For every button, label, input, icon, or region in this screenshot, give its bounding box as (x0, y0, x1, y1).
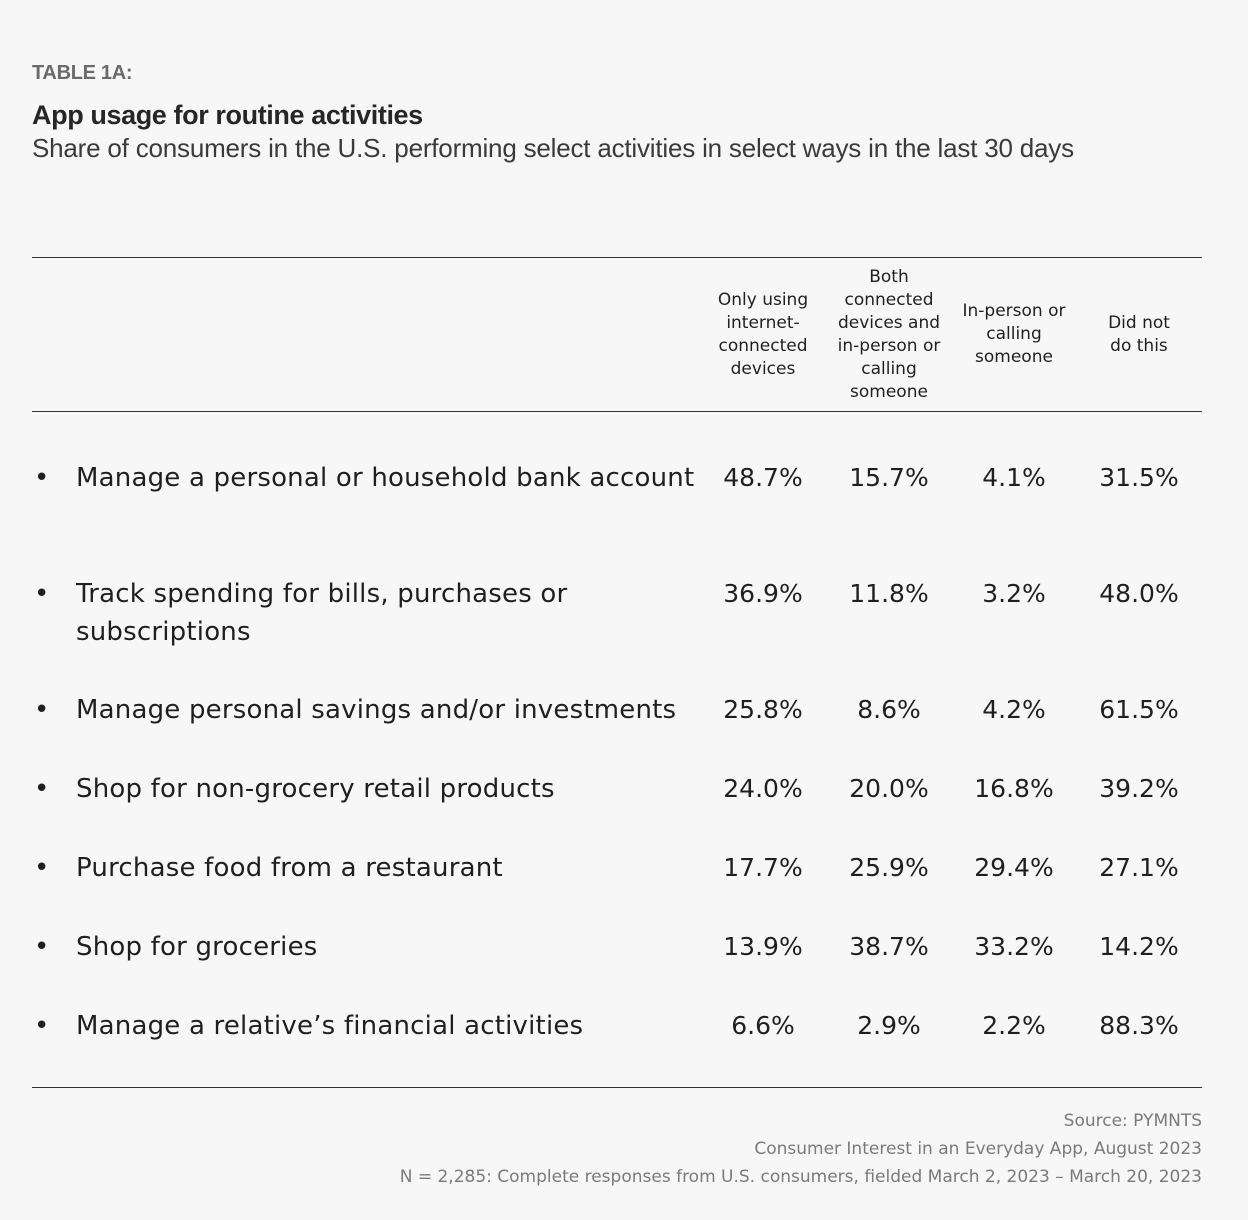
value-cell: 20.0% (849, 774, 929, 803)
value-cell: 88.3% (1099, 1011, 1179, 1040)
column-header-line: Did not (1108, 312, 1170, 333)
header-divider (32, 411, 1202, 412)
value-cell: 25.9% (849, 853, 929, 882)
value-cell: 61.5% (1099, 695, 1179, 724)
column-header-line: someone (850, 381, 928, 402)
activity-label: Manage personal savings and/or investmen… (76, 695, 677, 725)
value-cell: 38.7% (849, 932, 929, 961)
column-header-line: do this (1110, 335, 1168, 356)
sample-note: N = 2,285: Complete responses from U.S. … (399, 1167, 1202, 1187)
bullet: • (34, 579, 50, 609)
value-cell: 3.2% (982, 579, 1046, 608)
table-title: App usage for routine activities (32, 100, 423, 130)
column-header-line: someone (975, 347, 1053, 367)
value-cell: 6.6% (731, 1011, 795, 1040)
column-header-line: devices (730, 358, 796, 379)
activity-label: Manage a personal or household bank acco… (76, 463, 695, 493)
column-header-line: calling (861, 358, 917, 379)
report-note: Consumer Interest in an Everyday App, Au… (754, 1139, 1202, 1159)
value-cell: 31.5% (1099, 463, 1179, 492)
table-label: TABLE 1A: (32, 62, 133, 84)
top-divider (32, 257, 1202, 258)
column-header-in-person: In-person or calling someone (950, 258, 1078, 411)
column-header-line: Only using (717, 289, 809, 310)
activity-label: Track spending for bills, purchases or s… (76, 579, 568, 647)
bullet: • (34, 853, 50, 883)
column-header-line: devices and (837, 312, 941, 333)
column-header-line: connected (718, 335, 808, 356)
value-cell: 4.1% (982, 463, 1046, 492)
value-cell: 4.2% (982, 695, 1046, 724)
activity-label: Shop for non-grocery retail products (76, 774, 555, 804)
value-cell: 25.8% (723, 695, 803, 724)
value-cell: 2.2% (982, 1011, 1046, 1040)
column-header-line: In-person or (962, 301, 1066, 321)
value-cell: 15.7% (849, 463, 929, 492)
activity-label: Purchase food from a restaurant (76, 853, 503, 883)
value-cell: 17.7% (723, 853, 803, 882)
column-header-did-not: Did not do this (1075, 258, 1203, 411)
activity-label: Manage a relative’s financial activities (76, 1011, 584, 1041)
value-cell: 11.8% (849, 579, 929, 608)
column-header-only-connected-devices: Only using internet- connected devices (699, 258, 827, 411)
column-header-line: Both (869, 266, 909, 287)
value-cell: 39.2% (1099, 774, 1179, 803)
bullet: • (34, 774, 50, 804)
bullet: • (34, 1011, 50, 1041)
column-header-line: calling (986, 324, 1042, 344)
value-cell: 29.4% (974, 853, 1054, 882)
value-cell: 8.6% (857, 695, 921, 724)
value-cell: 24.0% (723, 774, 803, 803)
bullet: • (34, 695, 50, 725)
table-subtitle: Share of consumers in the U.S. performin… (32, 133, 1074, 163)
value-cell: 16.8% (974, 774, 1054, 803)
column-header-line: connected (844, 289, 934, 310)
value-cell: 27.1% (1099, 853, 1179, 882)
column-header-line: in-person or (837, 335, 941, 356)
bottom-divider (32, 1087, 1202, 1088)
value-cell: 2.9% (857, 1011, 921, 1040)
value-cell: 14.2% (1099, 932, 1179, 961)
column-header-line: internet- (726, 312, 800, 333)
column-header-both: Both connected devices and in-person or … (825, 258, 953, 411)
value-cell: 48.7% (723, 463, 803, 492)
value-cell: 36.9% (723, 579, 803, 608)
source-note: Source: PYMNTS (1063, 1111, 1202, 1131)
value-cell: 48.0% (1099, 579, 1179, 608)
value-cell: 33.2% (974, 932, 1054, 961)
bullet: • (34, 932, 50, 962)
value-cell: 13.9% (723, 932, 803, 961)
activity-label: Shop for groceries (76, 932, 318, 962)
bullet: • (34, 463, 50, 493)
